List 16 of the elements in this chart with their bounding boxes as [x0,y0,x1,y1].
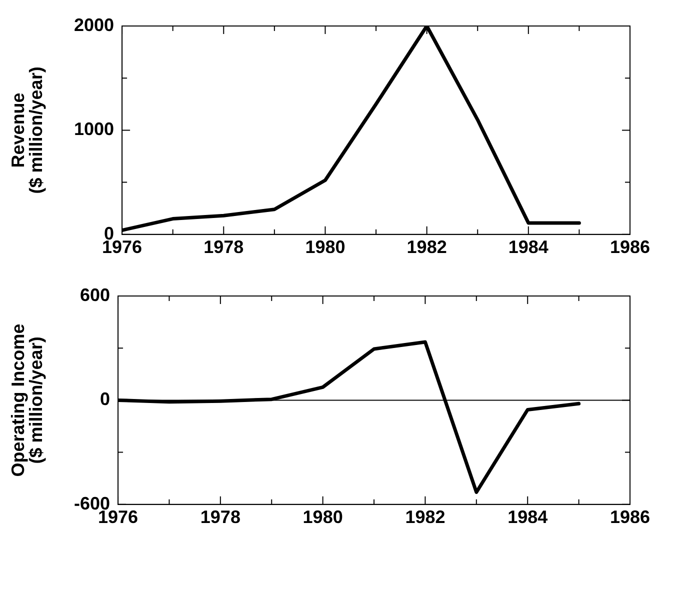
x-tick-label: 1978 [204,237,244,258]
y-axis-title: Operating Income ($ million/year) [8,324,46,477]
x-tick-label: 1978 [200,507,240,528]
x-tick-label: 1986 [610,237,650,258]
y-tick-label: 600 [80,284,110,305]
x-tick-label: 1982 [405,507,446,528]
y-tick-label: 0 [100,389,110,410]
x-tick-label: 1984 [508,507,548,528]
y-axis-title: Revenue ($ million/year) [8,66,46,194]
x-tick-label: 1984 [508,237,548,258]
x-tick-label: 1980 [305,237,346,258]
y-tick-label: 1000 [74,119,114,140]
x-tick-label: 1980 [302,507,343,528]
x-tick-label: 1986 [610,507,650,528]
y-tick-label: 2000 [74,14,114,35]
x-tick-label: 1982 [406,237,447,258]
